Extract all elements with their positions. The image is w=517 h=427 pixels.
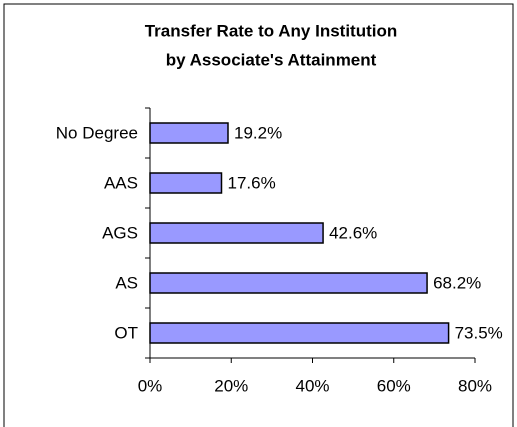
- y-tick-label: AS: [115, 273, 138, 292]
- y-tick-label: AAS: [104, 173, 138, 192]
- chart-title: by Associate's Attainment: [166, 50, 377, 69]
- data-label: 42.6%: [329, 223, 377, 242]
- y-tick-label: No Degree: [56, 123, 138, 142]
- x-tick-label: 60%: [377, 376, 411, 395]
- y-tick-label: OT: [114, 323, 138, 342]
- data-label: 73.5%: [455, 323, 503, 342]
- x-tick-label: 20%: [214, 376, 248, 395]
- chart-frame: [3, 3, 514, 427]
- x-tick-label: 0%: [138, 376, 163, 395]
- bar: [149, 122, 229, 144]
- bar: [149, 272, 428, 294]
- chart-title: Transfer Rate to Any Institution: [145, 21, 398, 40]
- x-tick-label: 80%: [458, 376, 492, 395]
- y-tick-label: AGS: [102, 223, 138, 242]
- bar: [149, 322, 450, 344]
- bar: [149, 172, 223, 194]
- data-label: 17.6%: [228, 173, 276, 192]
- bar: [149, 222, 324, 244]
- x-tick-label: 40%: [295, 376, 329, 395]
- data-label: 68.2%: [433, 273, 481, 292]
- data-label: 19.2%: [234, 123, 282, 142]
